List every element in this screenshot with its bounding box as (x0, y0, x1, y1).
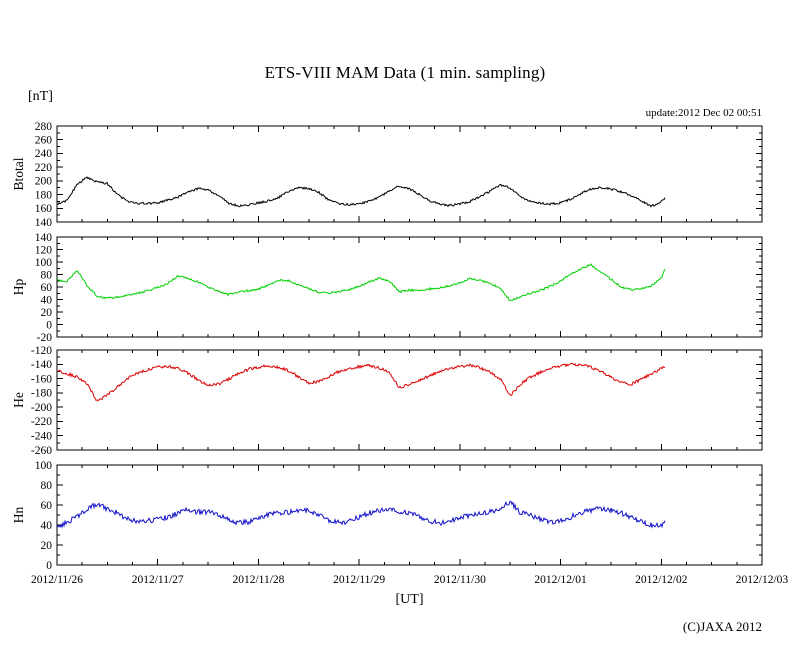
panel-frame (56, 349, 763, 451)
panel-ylabel-btotal: Btotal (11, 157, 26, 190)
x-axis-title: [UT] (395, 592, 424, 607)
panel-he: -120 -140 -160 -180 -200 -220 -240 -260 He (11, 345, 763, 457)
y-tick-label: 80 (41, 269, 53, 281)
y-tick-label: -240 (31, 431, 52, 443)
y-tick-label: 60 (41, 500, 53, 512)
y-tick-label: 100 (35, 257, 53, 269)
y-tick-label: 240 (35, 148, 53, 160)
y-tick-label: 140 (35, 217, 53, 229)
y-tick-label: 260 (35, 135, 53, 147)
chart-title: ETS-VIII MAM Data (1 min. sampling) (264, 63, 546, 82)
y-tick-label: 140 (35, 232, 53, 244)
y-tick-label: 180 (35, 189, 53, 201)
y-tick-label: -140 (31, 359, 52, 371)
y-tick-label: 100 (35, 460, 53, 472)
panel-hn: 100 80 60 40 20 0 Hn (11, 460, 763, 572)
y-tick-label: 220 (35, 162, 53, 174)
y-tick-label: 20 (41, 307, 53, 319)
panel-frame (56, 464, 763, 566)
y-tick-label: -180 (31, 388, 52, 400)
y-tick-label: 160 (35, 203, 53, 215)
curve-hp (56, 263, 666, 302)
y-tick-label: 200 (35, 176, 53, 188)
y-tick-label: -160 (31, 373, 52, 385)
update-timestamp: update:2012 Dec 02 00:51 (645, 107, 762, 119)
y-tick-label: -260 (31, 445, 52, 457)
panel-ylabel-hn: Hn (11, 507, 26, 524)
y-tick-label: 0 (46, 319, 52, 331)
copyright: (C)JAXA 2012 (682, 619, 762, 634)
panel-ylabel-hp: Hp (11, 279, 26, 296)
y-tick-label: 60 (41, 282, 53, 294)
y-tick-label: 40 (41, 294, 53, 306)
y-tick-label: 280 (35, 121, 53, 133)
y-tick-label: 0 (46, 560, 52, 572)
y-tick-label: 80 (41, 480, 53, 492)
y-tick-label: -200 (31, 402, 52, 414)
y-tick-label: 120 (35, 244, 53, 256)
y-tick-label: 20 (41, 540, 53, 552)
y-tick-label: 40 (41, 520, 53, 532)
curve-hn (56, 500, 666, 529)
panel-frame (56, 236, 763, 338)
y-tick-label: -120 (31, 345, 52, 357)
y-unit-label: [nT] (28, 89, 53, 104)
panel-ylabel-he: He (11, 392, 26, 408)
y-tick-label: -220 (31, 416, 52, 428)
curve-he (56, 362, 666, 402)
curve-btotal (56, 176, 666, 208)
panel-frame (56, 125, 763, 223)
y-tick-label: -20 (37, 332, 53, 344)
